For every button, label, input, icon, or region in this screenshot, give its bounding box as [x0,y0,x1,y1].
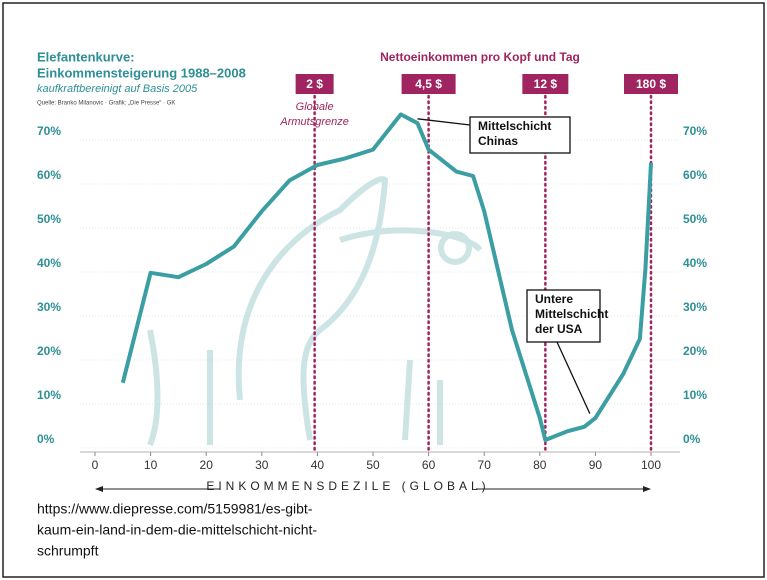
y-tick-label-right: 10% [683,388,707,402]
y-tick-label-right: 0% [683,432,701,446]
source-url: schrumpft [37,543,99,559]
marker-label: 12 $ [534,77,558,91]
y-tick-label-right: 50% [683,212,707,226]
title: Elefantenkurve: [37,49,135,64]
y-tick-label-right: 20% [683,344,707,358]
y-tick-label-right: 30% [683,300,707,314]
y-tick-label: 0% [37,432,55,446]
x-tick-label: 40 [311,458,325,472]
x-tick-label: 90 [589,458,603,472]
marker-label: 180 $ [636,77,666,91]
y-tick-label-right: 70% [683,124,707,138]
source-url: kaum-ein-land-in-dem-die-mittelschicht-n… [37,522,317,538]
y-tick-label: 60% [37,168,61,182]
source: Quelle: Branko Milanovic · Grafik: „Die … [37,101,175,107]
annotation-text: der USA [535,322,583,336]
y-tick-label: 30% [37,300,61,314]
marker-note: Globale [296,101,334,113]
y-tick-label-right: 60% [683,168,707,182]
marker-note: Armutsgrenze [279,116,348,128]
annotation-text: Mittelschicht [535,307,608,321]
x-axis-label: EINKOMMENSDEZILE (GLOBAL) [206,479,489,493]
marker-title: Nettoeinkommen pro Kopf und Tag [380,50,580,64]
y-tick-label-right: 40% [683,256,707,270]
x-tick-label: 10 [144,458,158,472]
page: {"chart_data": {"type": "line", "title":… [0,0,767,580]
x-tick-label: 100 [641,458,661,472]
x-tick-label: 70 [478,458,492,472]
x-tick-label: 60 [422,458,436,472]
x-tick-label: 0 [92,458,99,472]
marker-label: 2 $ [306,77,323,91]
annotation-text: Chinas [478,134,518,148]
annotation-text: Mittelschicht [478,119,551,133]
y-tick-label: 50% [37,212,61,226]
x-tick-label: 80 [533,458,547,472]
x-tick-label: 50 [366,458,380,472]
marker-label: 4,5 $ [415,77,442,91]
y-tick-label: 40% [37,256,61,270]
annotation-text: Untere [535,292,573,306]
y-tick-label: 10% [37,388,61,402]
subtitle: Einkommensteigerung 1988–2008 [37,65,246,80]
y-tick-label: 20% [37,344,61,358]
source-url: https://www.diepresse.com/5159981/es-gib… [37,501,313,517]
x-tick-label: 30 [255,458,269,472]
x-tick-label: 20 [200,458,214,472]
subtitle-2: kaufkraftbereinigt auf Basis 2005 [37,83,198,95]
y-tick-label: 70% [37,124,61,138]
chart: Elefantenkurve: Einkommensteigerung 1988… [0,0,767,580]
